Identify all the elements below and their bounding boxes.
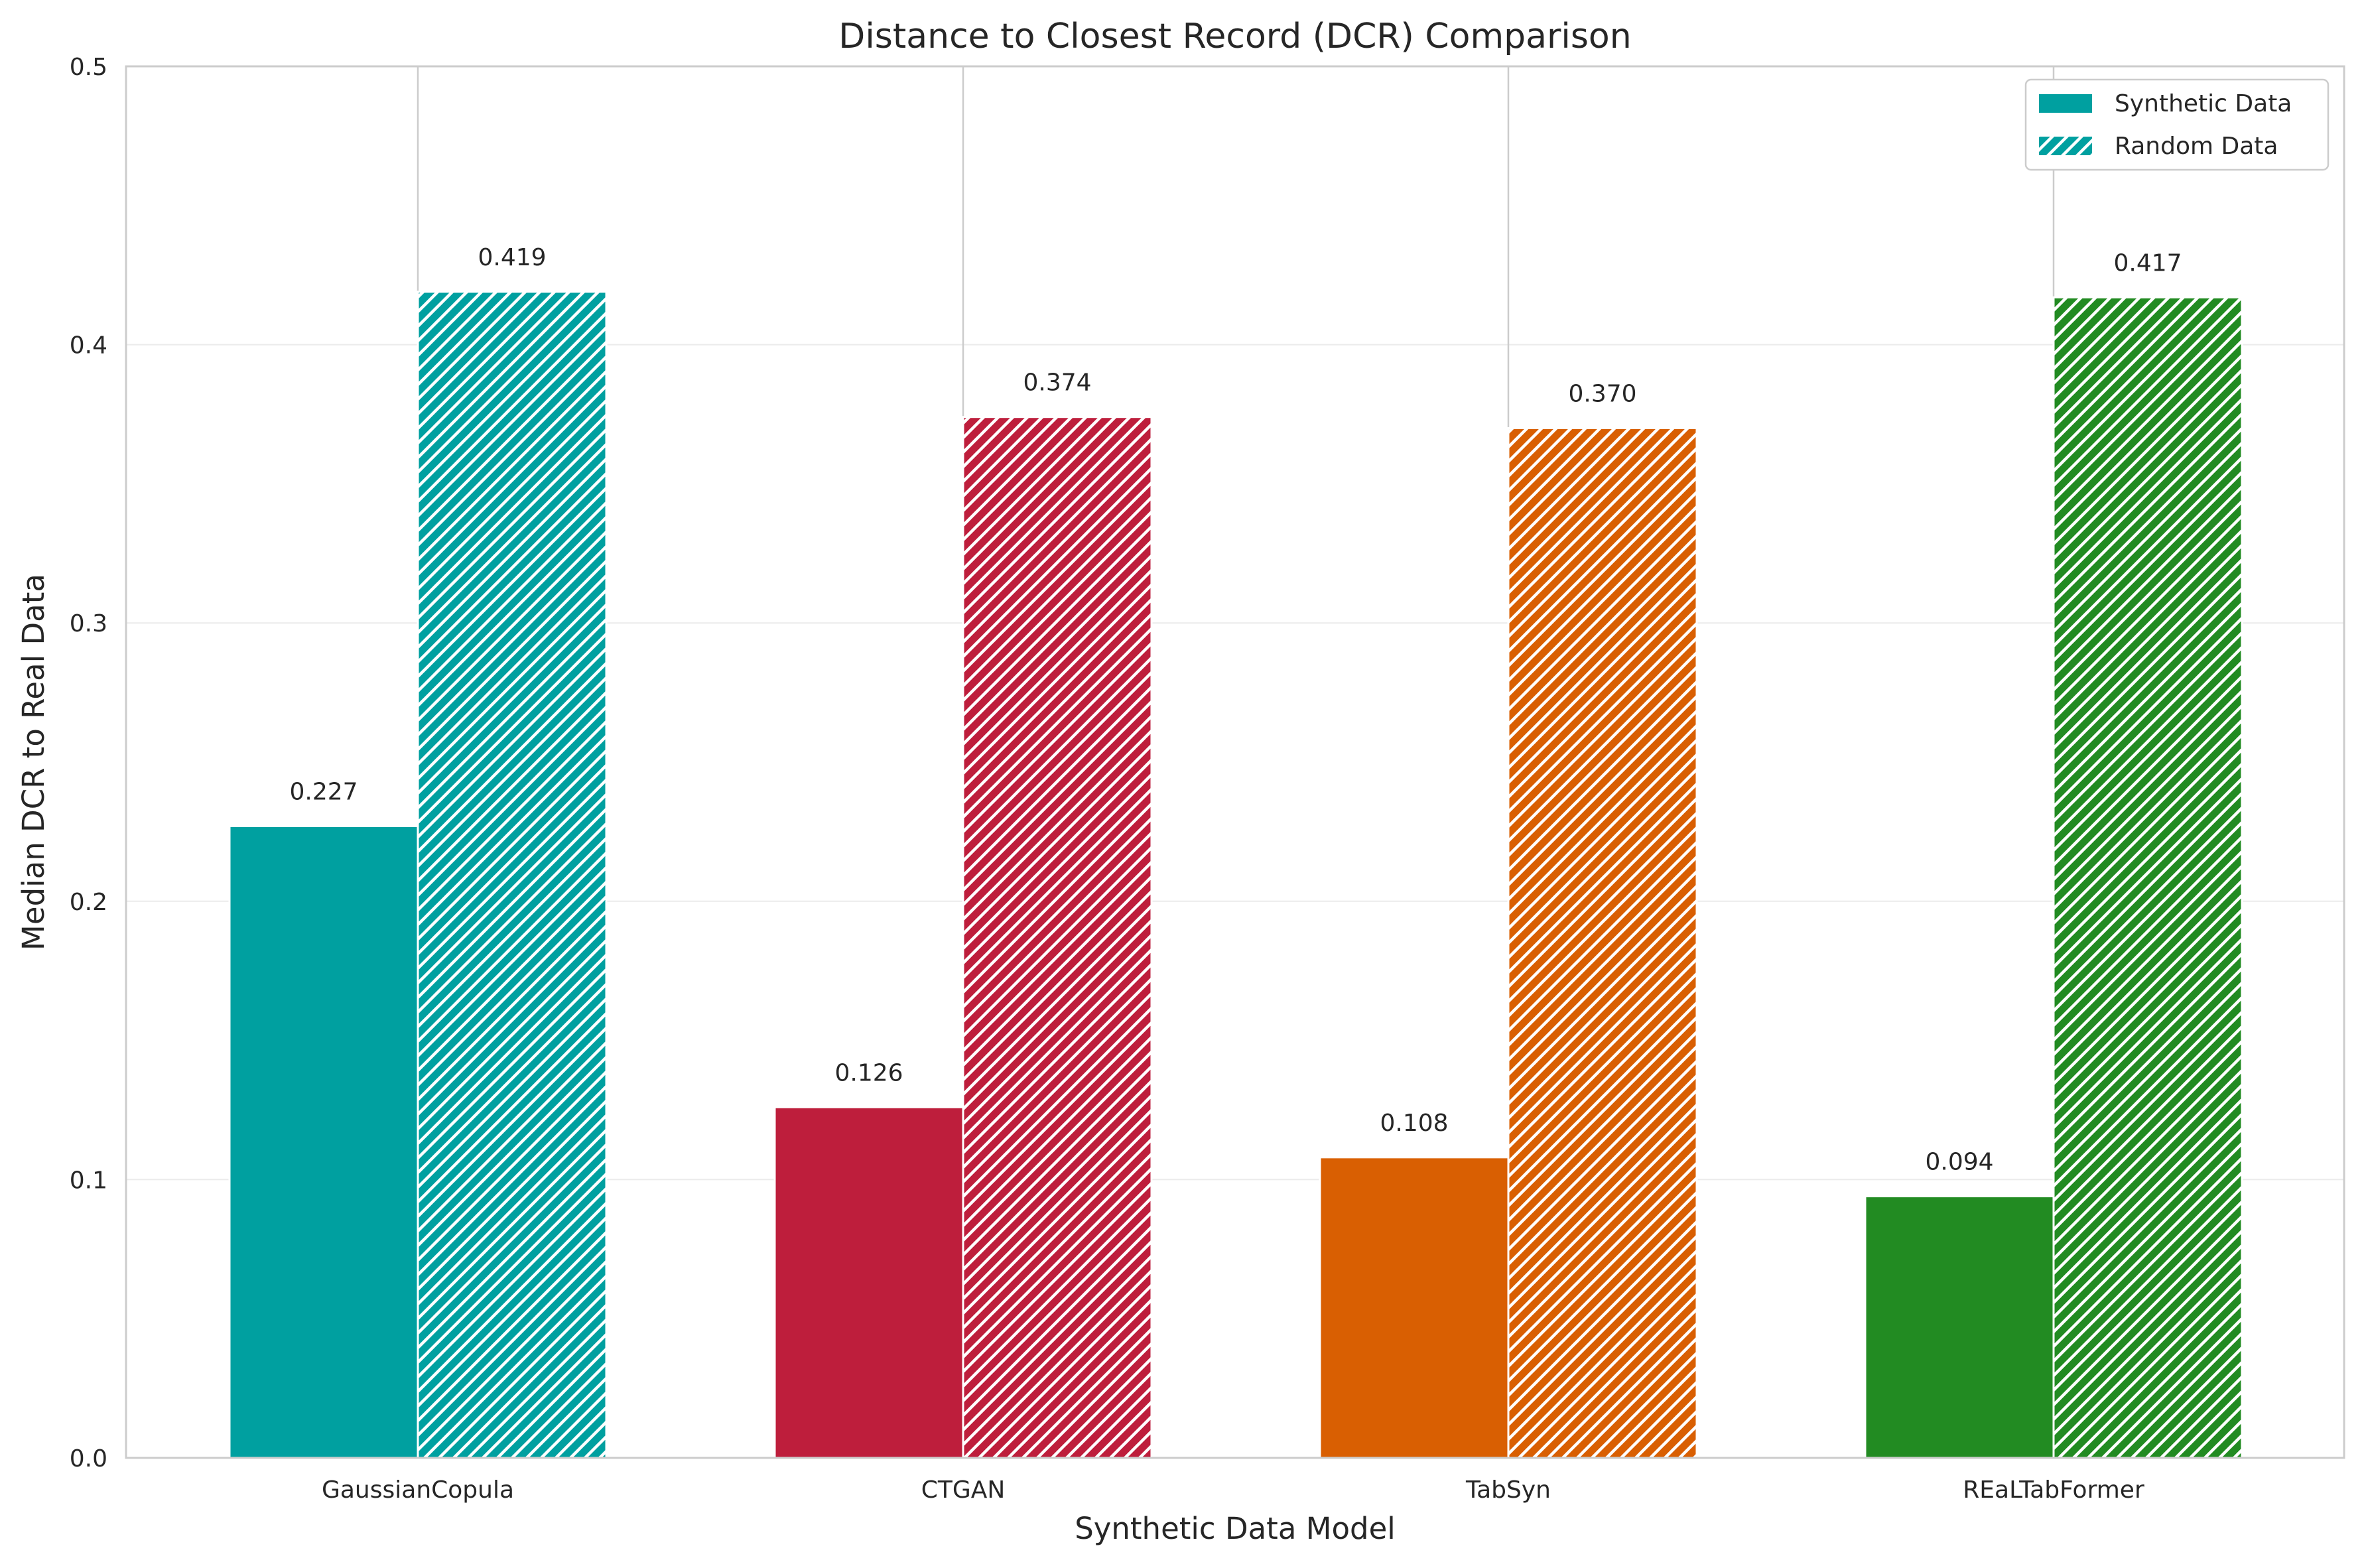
bars <box>228 291 2243 1459</box>
synthetic-data-bar-gaussiancopula <box>228 825 419 1459</box>
plot-frame <box>125 65 2345 1459</box>
y-tick-label: 0.0 <box>70 1445 107 1472</box>
value-label: 0.094 <box>1925 1149 1993 1176</box>
legend: Synthetic Data Random Data <box>2024 78 2330 171</box>
chart-title: Distance to Closest Record (DCR) Compari… <box>838 17 1631 56</box>
random-data-bar-gaussiancopula <box>417 291 608 1459</box>
synthetic-data-bar-ctgan <box>773 1106 964 1459</box>
legend-box <box>2024 78 2330 171</box>
x-axis-label: Synthetic Data Model <box>1075 1511 1396 1546</box>
value-label: 0.370 <box>1568 380 1636 407</box>
y-axis-label: Median DCR to Real Data <box>16 574 51 950</box>
legend-swatch-random <box>2039 137 2092 155</box>
value-label: 0.108 <box>1380 1110 1448 1137</box>
x-tick-labels: GaussianCopula CTGAN TabSyn REaLTabFormer <box>322 1476 2144 1504</box>
y-tick-label: 0.2 <box>70 889 107 916</box>
x-tick-label: REaLTabFormer <box>1963 1476 2144 1504</box>
value-label: 0.417 <box>2113 249 2182 277</box>
value-label: 0.419 <box>478 244 546 271</box>
x-tick-label: CTGAN <box>921 1476 1006 1504</box>
value-label: 0.126 <box>834 1059 903 1086</box>
y-tick-label: 0.3 <box>70 610 107 637</box>
y-tick-label: 0.5 <box>70 54 107 81</box>
legend-entry-label: Synthetic Data <box>2115 90 2292 117</box>
value-labels: 0.227 0.419 0.126 0.374 0.108 0.370 0.094 0.417 <box>289 244 2182 1176</box>
x-tick-label: TabSyn <box>1465 1476 1551 1504</box>
synthetic-data-bar-realtabformer <box>1864 1195 2055 1459</box>
y-tick-labels: 0.0 0.1 0.2 0.3 0.4 0.5 <box>70 54 107 1472</box>
x-tick-label: GaussianCopula <box>322 1476 514 1504</box>
legend-entry-label: Random Data <box>2115 133 2278 160</box>
value-label: 0.227 <box>289 779 358 806</box>
synthetic-data-bar-tabsyn <box>1319 1156 1510 1459</box>
y-tick-label: 0.4 <box>70 332 107 359</box>
random-data-bar-ctgan <box>962 416 1153 1459</box>
random-data-bar-realtabformer <box>2052 296 2243 1459</box>
legend-swatch-synthetic <box>2039 94 2092 113</box>
value-label: 0.374 <box>1023 369 1091 397</box>
random-data-bar-tabsyn <box>1507 426 1698 1459</box>
y-tick-label: 0.1 <box>70 1167 107 1194</box>
